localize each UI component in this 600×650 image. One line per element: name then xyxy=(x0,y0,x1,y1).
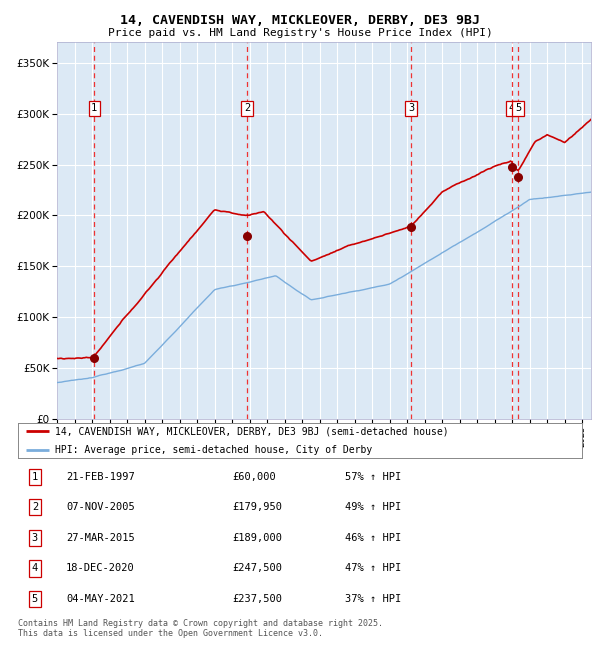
Text: 14, CAVENDISH WAY, MICKLEOVER, DERBY, DE3 9BJ: 14, CAVENDISH WAY, MICKLEOVER, DERBY, DE… xyxy=(120,14,480,27)
Text: 2: 2 xyxy=(32,502,38,512)
Text: 27-MAR-2015: 27-MAR-2015 xyxy=(66,533,134,543)
Text: £247,500: £247,500 xyxy=(232,564,283,573)
Text: 46% ↑ HPI: 46% ↑ HPI xyxy=(345,533,401,543)
Text: 04-MAY-2021: 04-MAY-2021 xyxy=(66,594,134,604)
Text: 47% ↑ HPI: 47% ↑ HPI xyxy=(345,564,401,573)
Text: 5: 5 xyxy=(515,103,521,114)
Text: 49% ↑ HPI: 49% ↑ HPI xyxy=(345,502,401,512)
Text: 3: 3 xyxy=(408,103,415,114)
Text: 1: 1 xyxy=(91,103,97,114)
Text: 4: 4 xyxy=(508,103,515,114)
Text: 18-DEC-2020: 18-DEC-2020 xyxy=(66,564,134,573)
Text: £179,950: £179,950 xyxy=(232,502,283,512)
Text: £189,000: £189,000 xyxy=(232,533,283,543)
Text: £237,500: £237,500 xyxy=(232,594,283,604)
Text: 37% ↑ HPI: 37% ↑ HPI xyxy=(345,594,401,604)
Text: 57% ↑ HPI: 57% ↑ HPI xyxy=(345,472,401,482)
Text: HPI: Average price, semi-detached house, City of Derby: HPI: Average price, semi-detached house,… xyxy=(55,445,372,456)
Text: 1: 1 xyxy=(32,472,38,482)
Text: Price paid vs. HM Land Registry's House Price Index (HPI): Price paid vs. HM Land Registry's House … xyxy=(107,28,493,38)
Text: £60,000: £60,000 xyxy=(232,472,276,482)
Text: 14, CAVENDISH WAY, MICKLEOVER, DERBY, DE3 9BJ (semi-detached house): 14, CAVENDISH WAY, MICKLEOVER, DERBY, DE… xyxy=(55,426,448,436)
Text: 2: 2 xyxy=(244,103,250,114)
Text: Contains HM Land Registry data © Crown copyright and database right 2025.
This d: Contains HM Land Registry data © Crown c… xyxy=(18,619,383,638)
Text: 4: 4 xyxy=(32,564,38,573)
Text: 21-FEB-1997: 21-FEB-1997 xyxy=(66,472,134,482)
Text: 5: 5 xyxy=(32,594,38,604)
Text: 3: 3 xyxy=(32,533,38,543)
Text: 07-NOV-2005: 07-NOV-2005 xyxy=(66,502,134,512)
